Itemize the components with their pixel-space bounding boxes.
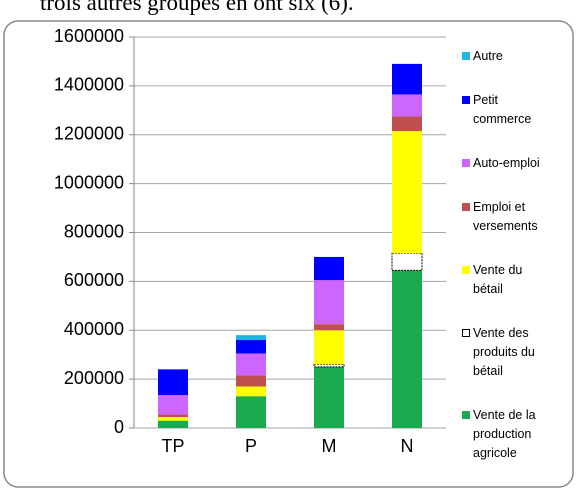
bar-segment	[158, 420, 188, 428]
legend-item: Emploi et versements	[462, 198, 567, 236]
bar-segment	[392, 270, 422, 428]
bar-segment	[236, 335, 266, 341]
legend-label: Vente de la production agricole	[473, 408, 536, 461]
legend-swatch	[462, 266, 470, 275]
bar-segment	[313, 363, 345, 368]
legend-label: Vente du bétail	[473, 263, 523, 297]
legend-label: Emploi et versements	[473, 199, 538, 233]
bar-segment	[314, 280, 344, 325]
legend-label: Autre	[473, 48, 503, 63]
legend-item: Vente de la production agricole	[462, 406, 567, 463]
y-tick-label: 800000	[64, 221, 124, 241]
legend-item: Petit commerce	[462, 91, 567, 129]
y-tick-label: 600000	[64, 270, 124, 290]
y-tick-label: 0	[114, 417, 124, 437]
bar-segment	[236, 386, 266, 397]
legend-swatch	[462, 95, 470, 104]
y-tick-label: 1200000	[54, 124, 124, 144]
x-tick-label: TP	[161, 436, 184, 456]
legend-item: Autre	[462, 47, 567, 66]
bar-segment	[236, 375, 266, 387]
legend-item: Auto-emploi	[462, 154, 567, 173]
bar-segment	[392, 63, 422, 95]
legend-item: Vente des produits du bétail	[462, 324, 567, 381]
bar-segment	[314, 256, 344, 281]
y-tick-label: 400000	[64, 319, 124, 339]
legend-swatch	[462, 51, 470, 60]
bar-segment	[158, 417, 188, 421]
legend-swatch	[462, 411, 470, 420]
legend-label: Auto-emploi	[473, 155, 540, 170]
bar-segment	[392, 116, 422, 132]
bar-segment	[158, 395, 188, 415]
bar-segment	[236, 353, 266, 376]
bar-segment	[158, 414, 188, 418]
bar-segment	[392, 94, 422, 117]
legend-label: Petit commerce	[473, 92, 532, 126]
y-tick-label: 1400000	[54, 75, 124, 95]
legend-swatch	[462, 329, 470, 338]
x-tick-label: P	[245, 436, 257, 456]
bar-segment	[236, 396, 266, 428]
x-tick-label: N	[401, 436, 414, 456]
bar-segment	[314, 330, 344, 365]
legend-item: Vente du bétail	[462, 261, 567, 299]
bar-segment	[391, 252, 423, 271]
y-tick-label: 200000	[64, 368, 124, 388]
bar-segment	[314, 324, 344, 331]
y-tick-label: 1000000	[54, 172, 124, 192]
legend: Autre Petit commerce Auto-emploi Emploi et …	[462, 34, 567, 476]
legend-swatch	[462, 202, 470, 211]
caption: trois autres groupes en ont six (6).	[40, 0, 354, 15]
bar-segment	[236, 340, 266, 354]
bar-segment	[392, 131, 422, 254]
y-tick-label: 1600000	[54, 26, 124, 46]
bar-segment	[314, 366, 344, 428]
legend-swatch	[462, 158, 470, 167]
x-tick-label: M	[322, 436, 337, 456]
bar-segment	[158, 369, 188, 396]
chart-frame	[3, 20, 574, 488]
legend-label: Vente des produits du bétail	[473, 326, 535, 379]
